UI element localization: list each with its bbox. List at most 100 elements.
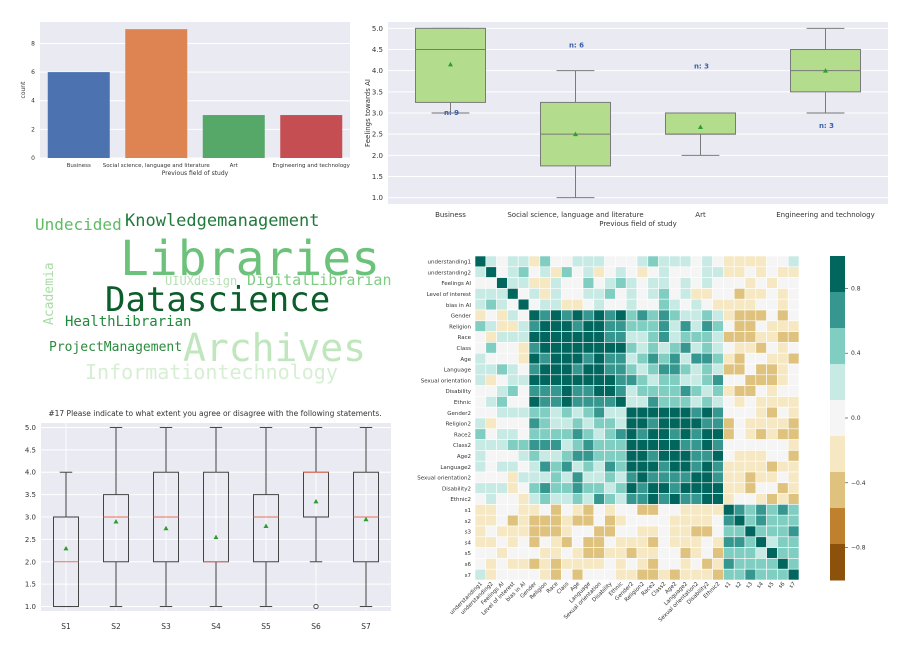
heatmap-cell bbox=[787, 514, 800, 527]
heatmap-cell bbox=[766, 309, 778, 322]
heatmap-cell bbox=[528, 342, 541, 354]
heatmap-cell bbox=[712, 298, 724, 311]
heatmap-cell bbox=[517, 277, 530, 289]
heatmap-cell bbox=[507, 288, 519, 300]
heatmap-cell bbox=[561, 460, 573, 473]
heatmap-cell bbox=[528, 374, 541, 386]
heatmap-cell bbox=[658, 374, 670, 386]
heatmap-cell bbox=[615, 482, 627, 494]
heatmap-cell bbox=[474, 309, 487, 322]
row-label: s7 bbox=[465, 573, 472, 579]
heatmap-cell bbox=[604, 568, 616, 581]
heatmap-cell bbox=[625, 482, 638, 494]
heatmap-cell bbox=[723, 374, 735, 386]
mean-marker bbox=[823, 68, 828, 73]
heatmap-cell bbox=[485, 255, 497, 268]
heatmap-cell bbox=[485, 320, 497, 332]
heatmap-cell bbox=[647, 363, 659, 376]
heatmap-cell bbox=[755, 363, 767, 376]
heatmap-cell bbox=[496, 288, 508, 300]
heatmap-cell bbox=[550, 396, 562, 408]
heatmap-cell bbox=[636, 352, 649, 365]
x-tick-label: S2 bbox=[111, 622, 121, 631]
heatmap-cell bbox=[690, 482, 703, 494]
heatmap-cell bbox=[647, 568, 659, 581]
heatmap-cell bbox=[777, 277, 789, 289]
heatmap-cell bbox=[517, 558, 530, 570]
heatmap-cell bbox=[593, 439, 605, 451]
heatmap-cell bbox=[528, 320, 541, 332]
heatmap-cell bbox=[690, 428, 703, 440]
heatmap-cell bbox=[647, 417, 659, 430]
heatmap-cell bbox=[604, 255, 616, 268]
heatmap-cell bbox=[571, 471, 584, 484]
heatmap-cell bbox=[625, 320, 638, 332]
heatmap-cell bbox=[496, 352, 508, 365]
heatmap-cell bbox=[658, 320, 670, 332]
heatmap-cell bbox=[571, 266, 584, 278]
heatmap-cell bbox=[550, 288, 562, 300]
heatmap-cell bbox=[777, 417, 789, 430]
heatmap-cell bbox=[647, 460, 659, 473]
heatmap-cell bbox=[647, 277, 659, 289]
heatmap-cell bbox=[539, 288, 551, 300]
heatmap-cell bbox=[787, 536, 800, 548]
heatmap-cell bbox=[474, 450, 487, 462]
heatmap-cell bbox=[561, 439, 573, 451]
heatmap-cell bbox=[766, 536, 778, 548]
heatmap-cell bbox=[615, 309, 627, 322]
heatmap-cell bbox=[474, 396, 487, 408]
heatmap-cell bbox=[550, 277, 562, 289]
heatmap-cell bbox=[485, 547, 497, 559]
heatmap-cell bbox=[582, 266, 595, 278]
heatmap-cell bbox=[507, 363, 519, 376]
colorbar-segment bbox=[830, 544, 845, 581]
heatmap-cell bbox=[496, 255, 508, 268]
heatmap-cell bbox=[517, 255, 530, 268]
heatmap-cell bbox=[593, 471, 605, 484]
heatmap-cell bbox=[539, 374, 551, 386]
heatmap-cell bbox=[507, 547, 519, 559]
heatmap-cell bbox=[690, 298, 703, 311]
word-cloud-word: Archives bbox=[183, 326, 367, 370]
heatmap-cell bbox=[528, 266, 541, 278]
heatmap-cell bbox=[690, 342, 703, 354]
heatmap-cell bbox=[690, 558, 703, 570]
heatmap-cell bbox=[507, 396, 519, 408]
x-tick-label: S3 bbox=[161, 622, 171, 631]
heatmap-cell bbox=[561, 568, 573, 581]
heatmap-cell bbox=[744, 428, 757, 440]
heatmap-cell bbox=[658, 363, 670, 376]
heatmap-cell bbox=[701, 385, 713, 397]
heatmap-cell bbox=[636, 342, 649, 354]
heatmap-cell bbox=[733, 396, 746, 408]
heatmap-cell bbox=[744, 417, 757, 430]
heatmap-cell bbox=[625, 331, 638, 343]
heatmap-cell bbox=[593, 547, 605, 559]
heatmap-cell bbox=[604, 482, 616, 494]
heatmap-cell bbox=[701, 352, 713, 365]
heatmap-cell bbox=[507, 493, 519, 505]
mean-marker bbox=[448, 61, 453, 67]
row-label: Class2 bbox=[453, 443, 471, 449]
heatmap-cell bbox=[539, 450, 551, 462]
heatmap-cell bbox=[528, 331, 541, 343]
heatmap-cell bbox=[766, 396, 778, 408]
heatmap-cell bbox=[539, 471, 551, 484]
heatmap-cell bbox=[723, 558, 735, 570]
heatmap-cell bbox=[690, 460, 703, 473]
heatmap-cell bbox=[561, 266, 573, 278]
heatmap-cell bbox=[669, 439, 681, 451]
heatmap-cell bbox=[571, 450, 584, 462]
heatmap-cell bbox=[690, 277, 703, 289]
heatmap-cell bbox=[582, 255, 595, 268]
heatmap-cell bbox=[723, 417, 735, 430]
heatmap-cell bbox=[604, 493, 616, 505]
heatmap-cell bbox=[474, 374, 487, 386]
heatmap-cell bbox=[787, 482, 800, 494]
heatmap-cell bbox=[615, 277, 627, 289]
heatmap-cell bbox=[766, 298, 778, 311]
heatmap-cell bbox=[669, 255, 681, 268]
heatmap-cell bbox=[615, 493, 627, 505]
heatmap-cell bbox=[615, 450, 627, 462]
